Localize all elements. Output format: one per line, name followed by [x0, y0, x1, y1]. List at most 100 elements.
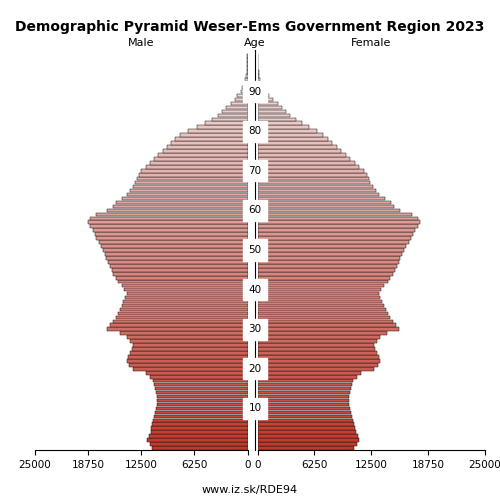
Bar: [258, 402, 350, 406]
Bar: [258, 130, 316, 133]
Bar: [258, 264, 396, 268]
Bar: [133, 344, 248, 347]
Bar: [122, 304, 248, 307]
Bar: [258, 173, 366, 176]
Bar: [258, 161, 355, 164]
Bar: [258, 98, 273, 102]
Bar: [122, 284, 248, 288]
Bar: [99, 240, 248, 244]
Bar: [258, 395, 350, 398]
Bar: [246, 74, 248, 78]
Bar: [258, 204, 394, 208]
Bar: [258, 304, 384, 307]
Bar: [113, 320, 248, 323]
Bar: [258, 236, 412, 240]
Bar: [258, 196, 385, 200]
Bar: [258, 438, 360, 442]
Bar: [258, 145, 336, 149]
Text: Demographic Pyramid Weser-Ems Government Region 2023: Demographic Pyramid Weser-Ems Government…: [16, 20, 484, 34]
Bar: [258, 208, 400, 212]
Bar: [162, 149, 248, 153]
Bar: [128, 355, 248, 358]
Bar: [258, 74, 260, 78]
Bar: [146, 371, 248, 374]
Bar: [149, 434, 248, 438]
Bar: [113, 272, 248, 276]
Bar: [258, 383, 352, 386]
Bar: [146, 165, 248, 168]
Bar: [258, 371, 361, 374]
Bar: [258, 414, 352, 418]
Text: 90: 90: [248, 86, 262, 97]
Bar: [258, 418, 353, 422]
Bar: [212, 118, 248, 121]
Bar: [258, 359, 380, 362]
Bar: [258, 422, 354, 426]
Bar: [258, 340, 376, 343]
Bar: [107, 328, 248, 331]
Bar: [258, 268, 395, 272]
Bar: [127, 336, 248, 339]
Bar: [154, 414, 248, 418]
Bar: [110, 324, 248, 327]
Bar: [93, 228, 248, 232]
Text: 80: 80: [248, 126, 262, 136]
Bar: [244, 82, 248, 86]
Bar: [258, 347, 375, 351]
Bar: [127, 193, 248, 196]
Bar: [258, 78, 260, 82]
Bar: [258, 126, 310, 129]
Bar: [258, 363, 378, 366]
Bar: [258, 387, 351, 390]
Bar: [258, 165, 360, 168]
Bar: [222, 110, 248, 113]
Bar: [152, 422, 248, 426]
Bar: [258, 252, 402, 256]
Bar: [142, 169, 248, 172]
Bar: [240, 90, 248, 94]
Bar: [205, 122, 248, 125]
Bar: [258, 122, 302, 125]
Bar: [258, 138, 328, 141]
Bar: [156, 402, 248, 406]
Bar: [258, 220, 420, 224]
Bar: [124, 288, 248, 292]
Bar: [153, 379, 248, 382]
Bar: [147, 438, 248, 442]
Text: 60: 60: [248, 206, 262, 216]
Text: 70: 70: [248, 166, 262, 176]
Bar: [158, 398, 248, 402]
Bar: [258, 240, 408, 244]
Bar: [90, 216, 248, 220]
Bar: [258, 375, 356, 378]
Bar: [152, 426, 248, 430]
Bar: [132, 347, 248, 351]
Bar: [258, 351, 376, 355]
Bar: [167, 145, 248, 149]
Bar: [258, 177, 368, 180]
Bar: [188, 130, 248, 133]
Bar: [158, 153, 248, 156]
Bar: [122, 196, 248, 200]
Bar: [154, 383, 248, 386]
Bar: [258, 336, 380, 339]
Bar: [258, 332, 386, 335]
Bar: [258, 106, 282, 109]
Bar: [125, 296, 248, 300]
Bar: [258, 82, 262, 86]
Bar: [258, 216, 418, 220]
Bar: [88, 220, 248, 224]
Text: Age: Age: [244, 38, 266, 48]
Bar: [107, 208, 248, 212]
Bar: [130, 340, 248, 343]
Bar: [258, 410, 351, 414]
Bar: [130, 351, 248, 355]
Bar: [152, 446, 248, 450]
Bar: [133, 185, 248, 188]
Bar: [155, 387, 248, 390]
Bar: [258, 185, 373, 188]
Bar: [238, 94, 248, 98]
Bar: [258, 228, 415, 232]
Bar: [258, 157, 350, 160]
Bar: [258, 367, 374, 370]
